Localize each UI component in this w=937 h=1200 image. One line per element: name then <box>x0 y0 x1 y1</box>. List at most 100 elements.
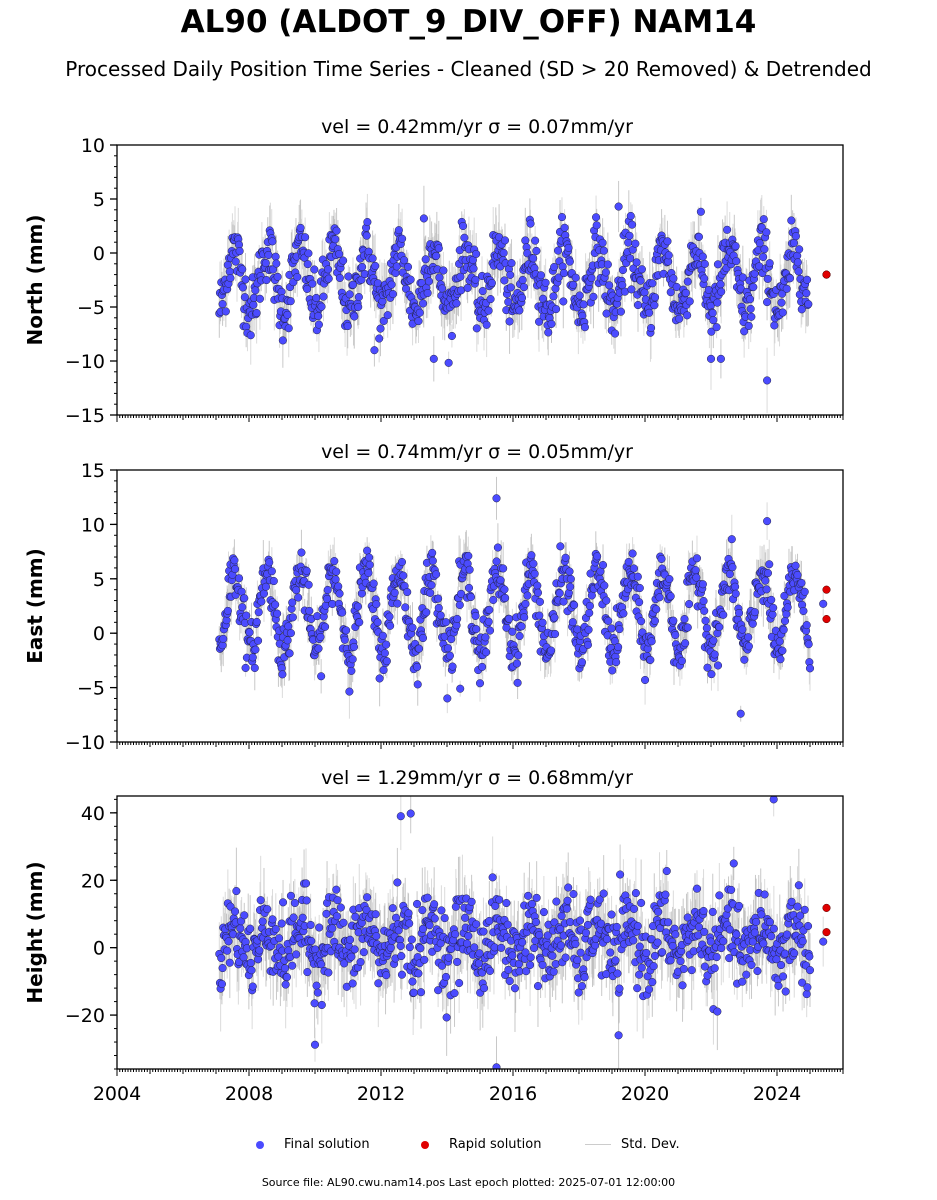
final-point <box>564 243 573 252</box>
final-point <box>331 575 340 584</box>
final-point <box>626 211 635 221</box>
final-point <box>484 617 493 626</box>
final-point <box>464 551 473 560</box>
final-point <box>414 644 424 653</box>
final-point <box>371 261 380 270</box>
final-point <box>362 231 371 240</box>
final-point <box>716 354 725 363</box>
final-point <box>406 275 415 284</box>
final-point <box>787 216 796 225</box>
final-point <box>612 658 621 667</box>
final-point <box>456 684 465 693</box>
final-point <box>650 301 659 310</box>
final-point <box>640 288 649 297</box>
final-point <box>800 587 809 596</box>
final-point <box>240 594 249 603</box>
final-point <box>376 324 385 333</box>
final-point <box>685 599 694 609</box>
final-point <box>486 295 495 304</box>
final-point <box>514 651 523 660</box>
final-point <box>334 582 343 591</box>
final-point <box>601 268 610 277</box>
final-point <box>342 626 351 635</box>
final-point <box>458 221 468 231</box>
final-point <box>566 582 575 591</box>
final-point <box>748 619 757 628</box>
final-point <box>755 239 764 248</box>
final-point <box>323 594 332 604</box>
final-point <box>507 259 516 268</box>
final-point <box>501 593 510 603</box>
final-point <box>259 589 269 598</box>
final-point <box>745 295 755 304</box>
final-point <box>496 576 505 585</box>
final-point <box>802 289 811 298</box>
final-point <box>631 239 640 248</box>
final-point <box>393 599 402 608</box>
final-point <box>769 603 778 612</box>
final-point <box>504 297 513 307</box>
final-point <box>625 231 634 240</box>
final-point <box>533 588 543 597</box>
final-point <box>759 215 768 224</box>
final-point <box>358 262 367 272</box>
final-point <box>696 207 705 216</box>
final-point <box>218 299 227 309</box>
final-point <box>778 308 787 317</box>
final-point <box>626 254 635 263</box>
final-point <box>793 570 802 580</box>
final-point <box>403 262 413 271</box>
final-point <box>744 642 753 651</box>
y-tick-label: 0 <box>93 623 105 645</box>
final-point <box>264 250 273 260</box>
final-point <box>271 600 280 609</box>
final-point <box>284 324 293 333</box>
final-point <box>635 583 644 593</box>
final-point <box>750 608 759 617</box>
final-point <box>715 622 724 632</box>
final-point <box>248 653 257 662</box>
final-point <box>568 618 577 627</box>
final-point <box>624 557 633 567</box>
final-point <box>321 622 330 631</box>
final-point <box>512 659 521 668</box>
final-point <box>533 581 542 590</box>
final-point <box>515 306 524 315</box>
final-point <box>268 237 277 246</box>
final-point <box>706 354 716 363</box>
final-point <box>423 288 432 298</box>
final-point <box>762 585 771 594</box>
final-point <box>368 254 377 263</box>
final-point <box>664 251 673 260</box>
final-point <box>319 292 328 301</box>
final-point <box>314 312 323 321</box>
final-point <box>785 274 795 283</box>
final-point <box>288 598 297 607</box>
final-point <box>344 272 353 281</box>
final-point <box>677 656 686 665</box>
final-point <box>585 601 594 610</box>
final-point <box>424 277 434 286</box>
final-point <box>628 220 637 229</box>
final-point <box>526 219 535 228</box>
final-point <box>429 354 438 363</box>
final-point <box>292 586 301 595</box>
final-point <box>603 260 612 269</box>
final-point <box>235 247 244 256</box>
final-point <box>379 665 388 675</box>
final-point <box>699 596 708 606</box>
final-point <box>587 274 596 283</box>
y-tick-label: 5 <box>93 569 105 591</box>
final-point <box>592 221 601 230</box>
panel-title: vel = 0.74mm/yr σ = 0.05mm/yr <box>321 441 633 463</box>
final-point <box>565 567 574 576</box>
final-point <box>226 274 235 283</box>
final-point <box>793 258 802 267</box>
final-point <box>685 297 694 306</box>
final-point <box>380 649 389 658</box>
final-point <box>353 602 362 611</box>
final-point <box>535 317 544 326</box>
final-point <box>652 605 661 614</box>
final-point <box>382 640 391 649</box>
final-point <box>297 548 306 557</box>
